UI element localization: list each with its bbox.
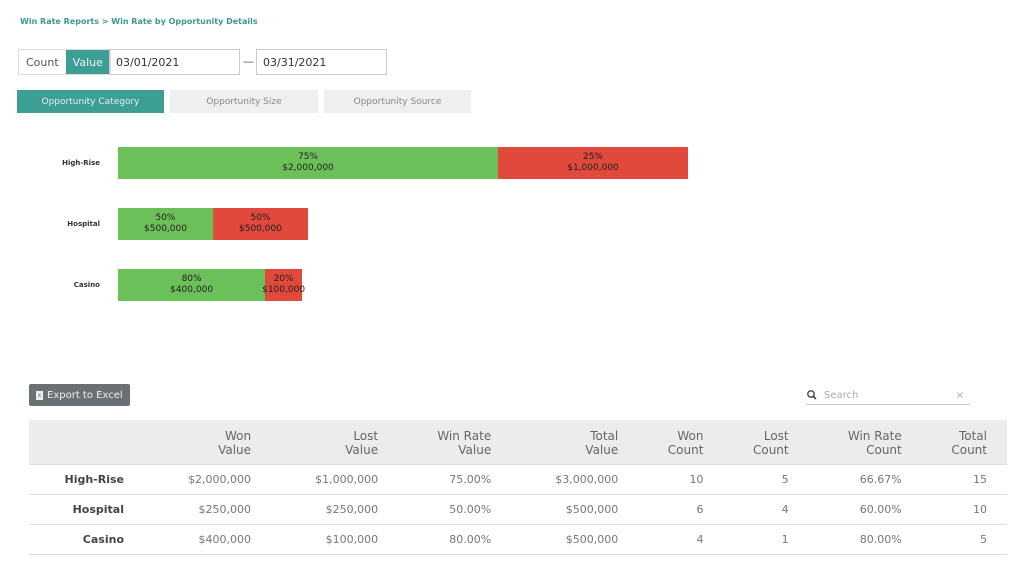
row-label: Casino [29,524,144,555]
row-label: Hospital [29,494,144,525]
table-cell: 60.00% [808,494,922,525]
stacked-bar: 75% $2,000,000 25% $1,000,000 [118,147,688,179]
segment-percent: 50% [155,213,176,223]
search-field[interactable]: Search × [806,386,970,405]
table-row: Hospital $250,000 $250,000 50.00% $500,000 6 4… [29,494,1007,525]
table-cell: $100,000 [271,524,399,555]
stacked-bar: 80% $400,000 20% $100,000 [118,269,306,301]
header-line: Win Rate [847,428,902,443]
header-line: Total [590,428,619,443]
table-cell: 80.00% [398,524,512,555]
category-label: Casino [73,281,100,289]
lost-segment[interactable]: 50% $500,000 [213,208,308,240]
table-cell: $500,000 [511,494,639,525]
header-line: Count [866,442,902,457]
table-cell: 1 [723,524,809,555]
table-header-row: Won Value Lost Value Win Rate Value Total Value… [29,420,1007,465]
header-line: Total [958,428,987,443]
segment-percent: 50% [250,213,271,223]
column-header[interactable]: Win Rate Count [808,420,922,465]
category-label: High-Rise [62,159,100,167]
table-row: High-Rise $2,000,000 $1,000,000 75.00% $3,00… [29,464,1007,495]
column-header[interactable]: Lost Count [723,420,809,465]
header-line: Value [458,442,492,457]
table-cell: 15 [921,464,1007,495]
header-line: Lost [353,428,379,443]
table-cell: 5 [921,524,1007,555]
table-cell: $250,000 [144,494,272,525]
table-cell: 10 [638,464,724,495]
segment-value: $2,000,000 [282,163,334,173]
header-line: Count [951,442,987,457]
column-header[interactable] [29,420,144,465]
column-header[interactable]: Total Value [511,420,639,465]
column-header[interactable]: Won Value [144,420,272,465]
segment-percent: 80% [181,274,202,284]
category-label: Hospital [67,220,100,228]
lost-segment[interactable]: 20% $100,000 [262,269,306,301]
header-line: Value [585,442,619,457]
export-label: Export to Excel [47,389,123,401]
column-header[interactable]: Lost Value [271,420,399,465]
clear-search-icon[interactable]: × [955,389,964,401]
segment-percent: 20% [273,274,294,284]
table-cell: 6 [638,494,724,525]
segment-percent: 25% [582,152,603,162]
search-input[interactable]: Search [824,389,859,401]
date-to-input[interactable]: 03/31/2021 [256,49,387,75]
header-line: Win Rate [437,428,492,443]
table-cell: $500,000 [511,524,639,555]
stacked-bar: 50% $500,000 50% $500,000 [118,208,308,240]
value-toggle-button[interactable]: Value [65,50,110,74]
table-cell: 4 [638,524,724,555]
table-cell: $3,000,000 [511,464,639,495]
column-header[interactable]: Won Count [638,420,724,465]
header-line: Value [345,442,379,457]
date-from-input[interactable]: 03/01/2021 [109,49,240,75]
table-cell: $2,000,000 [144,464,272,495]
excel-icon: x [36,390,43,400]
count-value-toggle[interactable]: Count Value [18,49,111,75]
table-cell: 80.00% [808,524,922,555]
table-cell: 5 [723,464,809,495]
column-header[interactable]: Total Count [921,420,1007,465]
column-header[interactable]: Win Rate Value [398,420,512,465]
segment-value: $400,000 [170,285,214,295]
table-row: Casino $400,000 $100,000 80.00% $500,000 4 1 80… [29,524,1007,555]
win-rate-table: Won Value Lost Value Win Rate Value Total Value… [29,420,1007,555]
tab-opportunity-size[interactable]: Opportunity Size [170,90,318,113]
table-cell: $1,000,000 [271,464,399,495]
breadcrumb[interactable]: Win Rate Reports > Win Rate by Opportuni… [20,17,258,26]
table-cell: 75.00% [398,464,512,495]
won-segment[interactable]: 80% $400,000 [118,269,266,301]
count-toggle-button[interactable]: Count [26,55,59,69]
table-cell: $250,000 [271,494,399,525]
segment-value: $100,000 [262,285,306,295]
table-cell: 10 [921,494,1007,525]
header-line: Count [667,442,704,457]
row-label: High-Rise [29,464,144,495]
header-line: Won [224,428,252,443]
date-separator: — [243,55,254,68]
header-line: Lost [763,428,789,443]
segment-value: $500,000 [239,224,282,234]
won-segment[interactable]: 50% $500,000 [118,208,213,240]
table-cell: 66.67% [808,464,922,495]
segment-value: $1,000,000 [567,163,619,173]
won-segment[interactable]: 75% $2,000,000 [118,147,498,179]
tab-opportunity-category[interactable]: Opportunity Category [17,90,164,113]
segment-percent: 75% [297,152,318,162]
table-cell: 4 [723,494,809,525]
table-cell: $400,000 [144,524,272,555]
table-cell: 50.00% [398,494,512,525]
header-line: Won [677,428,704,443]
header-line: Count [752,442,789,457]
segment-value: $500,000 [144,224,187,234]
export-to-excel-button[interactable]: x Export to Excel [29,384,130,406]
search-icon [807,390,817,400]
tab-opportunity-source[interactable]: Opportunity Source [324,90,471,113]
header-line: Value [218,442,252,457]
lost-segment[interactable]: 25% $1,000,000 [498,147,688,179]
